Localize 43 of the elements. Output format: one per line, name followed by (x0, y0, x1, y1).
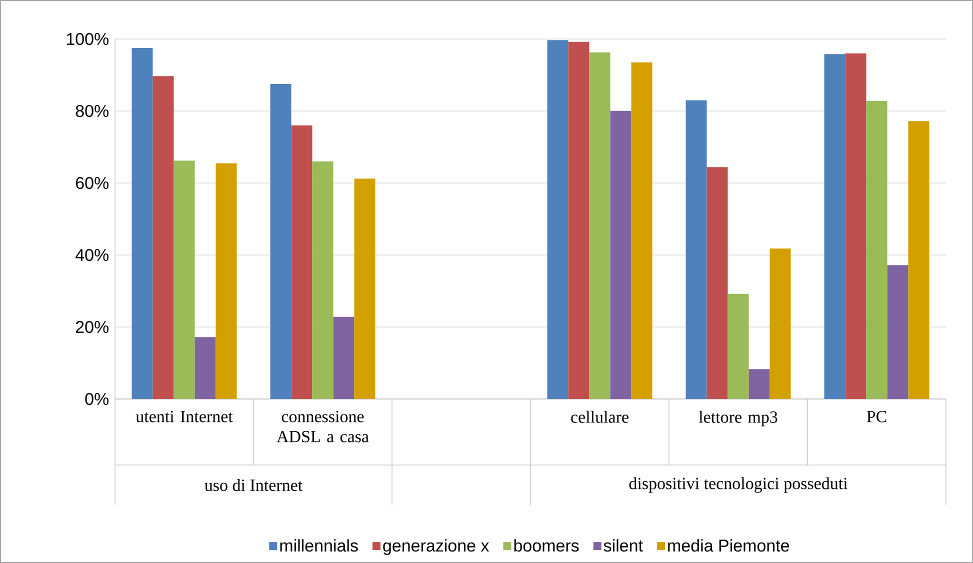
bar (547, 40, 568, 399)
bar (748, 369, 770, 399)
text: uso di Internet (204, 479, 303, 491)
y-tick-label: 40% (76, 248, 109, 262)
legend-label: media Piemonte (668, 539, 790, 552)
bar (589, 52, 610, 399)
bar (270, 84, 292, 399)
legend-label: silent (604, 539, 643, 552)
legend-label: millennials (280, 539, 358, 552)
y-tick-label: 80% (76, 104, 109, 118)
x-tick-label: PC (866, 410, 886, 422)
bar (216, 163, 237, 399)
bar (333, 316, 354, 399)
bar (887, 265, 908, 399)
bar (152, 76, 174, 399)
bar (354, 178, 376, 399)
bar (686, 100, 707, 399)
bar (312, 161, 334, 399)
text: dispositivi tecnologici posseduti (629, 477, 848, 493)
x-tick-label: cellulare (571, 410, 628, 423)
x-tick-label: lettore mp3 (698, 410, 778, 426)
bar (706, 167, 728, 399)
x-tick-label: utenti Internet (136, 410, 233, 422)
bar (728, 294, 749, 399)
bar (194, 337, 216, 399)
bar (631, 62, 652, 399)
bar (866, 100, 888, 399)
legend-label: generazione x (383, 539, 490, 556)
y-tick-label: 0% (85, 392, 109, 406)
y-tick-label: 60% (76, 176, 109, 190)
bar (845, 53, 866, 399)
x-tick-label: connessione ADSL a casa (276, 410, 369, 442)
y-tick-label: 20% (76, 320, 109, 334)
bar (908, 121, 930, 399)
bar (132, 48, 153, 399)
bar (824, 54, 846, 399)
bar (770, 248, 791, 399)
bar (610, 111, 632, 399)
bar (568, 42, 590, 399)
legend-label: boomers (514, 539, 579, 552)
bar (174, 160, 195, 399)
y-tick-label: 100% (66, 32, 109, 46)
bar (291, 125, 312, 399)
